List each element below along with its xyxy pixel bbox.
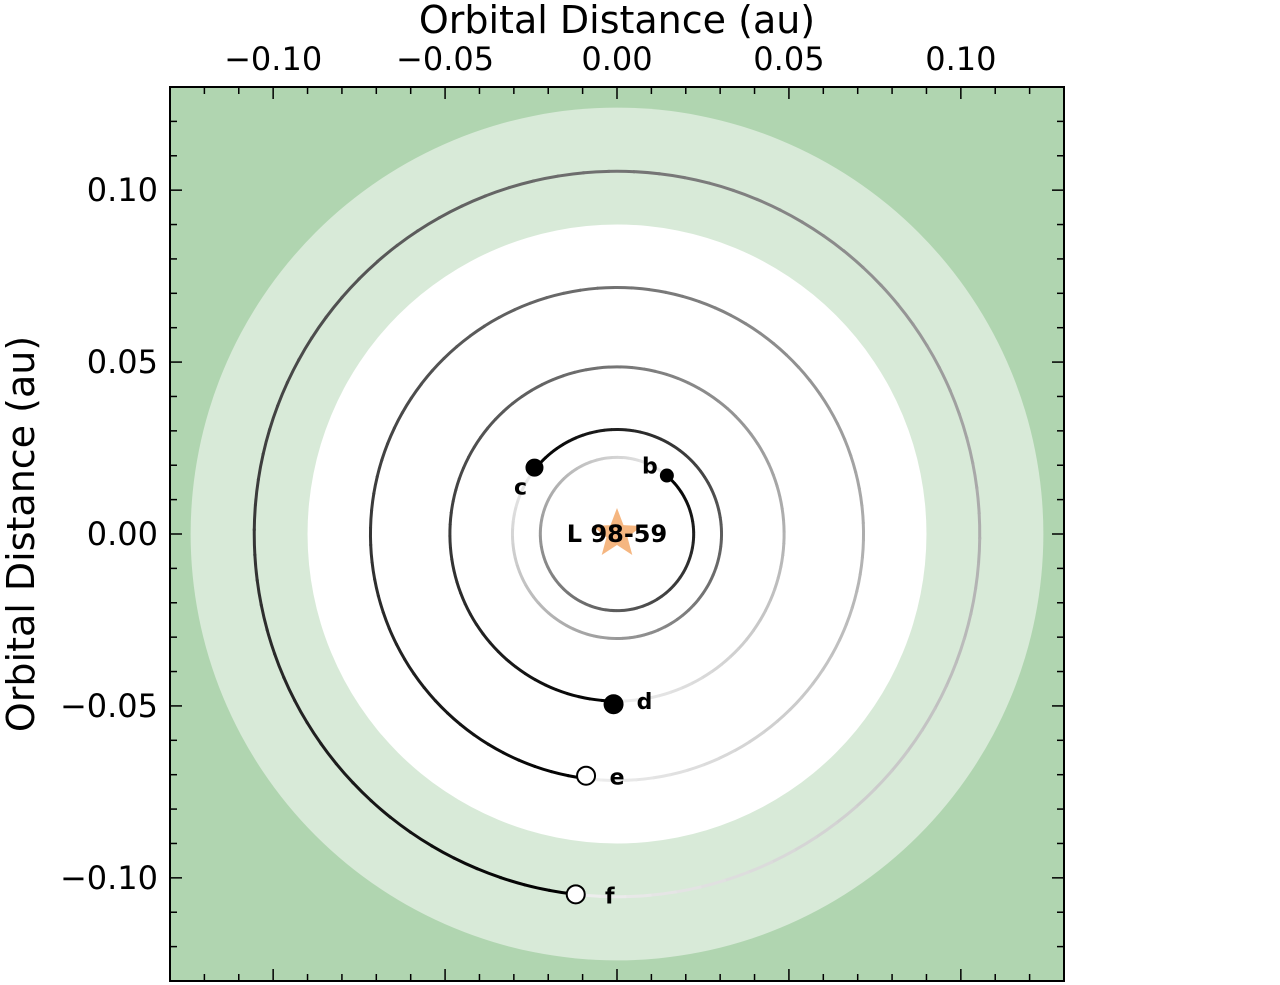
star-marker bbox=[592, 508, 642, 555]
y-tick-label: −0.10 bbox=[60, 859, 158, 897]
markers-layer: L 98-59 b c d e f bbox=[514, 455, 674, 909]
planet-c-label: c bbox=[514, 476, 527, 501]
star-label: L 98-59 bbox=[567, 520, 667, 548]
y-tick-label: 0.00 bbox=[87, 515, 158, 553]
x-tick-label: 0.10 bbox=[925, 40, 996, 78]
orbit-f bbox=[252, 169, 982, 899]
y-tick-label: 0.05 bbox=[87, 343, 158, 381]
planet-e-marker bbox=[576, 765, 597, 786]
x-tick-label: −0.05 bbox=[396, 40, 494, 78]
planet-f-marker bbox=[565, 884, 586, 905]
x-tick-label: 0.00 bbox=[581, 40, 652, 78]
planet-d-marker bbox=[603, 694, 624, 715]
orbit-b bbox=[538, 455, 696, 613]
orbits-layer bbox=[252, 169, 982, 899]
x-tick-label: −0.10 bbox=[224, 40, 322, 78]
orbit-e bbox=[368, 285, 866, 783]
planet-e-label: e bbox=[610, 766, 625, 791]
x-tick-label: 0.05 bbox=[753, 40, 824, 78]
planet-c-marker bbox=[525, 458, 544, 477]
planet-b-label: b bbox=[642, 455, 658, 480]
y-tick-label: −0.05 bbox=[60, 687, 158, 725]
planet-d-label: d bbox=[637, 690, 653, 715]
orbit-c bbox=[510, 427, 724, 641]
x-axis-title: Orbital Distance (au) bbox=[419, 0, 815, 42]
orbit-d bbox=[448, 365, 786, 703]
planet-f-label: f bbox=[605, 884, 615, 909]
y-tick-label: 0.10 bbox=[87, 171, 158, 209]
y-axis-title: Orbital Distance (au) bbox=[0, 336, 43, 732]
planet-b-marker bbox=[659, 468, 674, 483]
plot-frame bbox=[169, 86, 1065, 982]
tick-labels-layer: −0.10 −0.05 0.00 0.05 0.10 0.10 0.05 0.00 −0.05 −… bbox=[60, 40, 997, 897]
